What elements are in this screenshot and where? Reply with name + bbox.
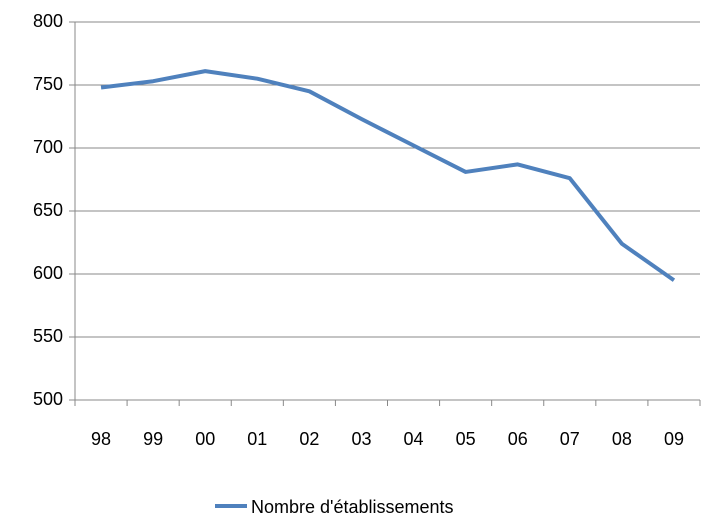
x-tick-label: 05: [456, 429, 476, 449]
x-tick-label: 06: [508, 429, 528, 449]
y-tick-label: 600: [33, 263, 63, 283]
x-tick-label: 99: [143, 429, 163, 449]
data-line: [100, 69, 676, 282]
x-tick-label: 98: [91, 429, 111, 449]
y-tick-label: 800: [33, 11, 63, 31]
x-tick-label: 07: [560, 429, 580, 449]
x-tick-label: 01: [247, 429, 267, 449]
y-tick-label: 750: [33, 74, 63, 94]
y-tick-label: 550: [33, 326, 63, 346]
y-tick-label: 500: [33, 389, 63, 409]
x-tick-label: 03: [351, 429, 371, 449]
y-tick-label: 700: [33, 137, 63, 157]
x-tick-label: 09: [664, 429, 684, 449]
legend-label: Nombre d'établissements: [251, 497, 454, 517]
x-tick-label: 08: [612, 429, 632, 449]
x-tick-label: 00: [195, 429, 215, 449]
y-tick-label: 650: [33, 200, 63, 220]
x-tick-label: 02: [299, 429, 319, 449]
x-tick-label: 04: [404, 429, 424, 449]
